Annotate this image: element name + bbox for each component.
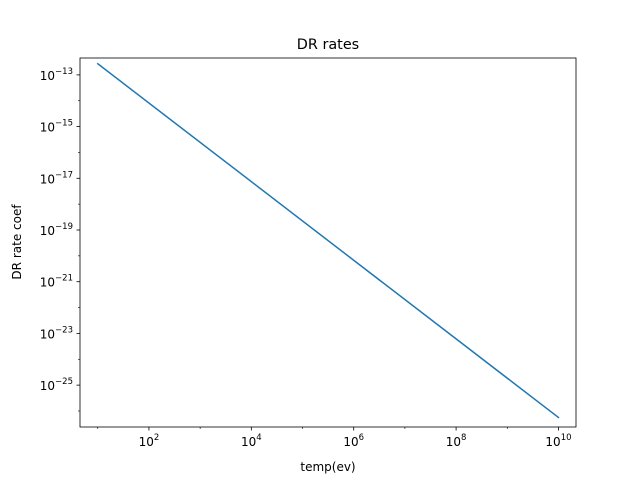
y-axis-label: DR rate coef <box>10 204 24 280</box>
plot-area <box>80 58 576 427</box>
plot-frame <box>79 57 577 428</box>
y-tick-label: 10−13 <box>40 67 73 83</box>
x-axis-ticks: 102 104 106 108 1010 <box>97 427 572 449</box>
y-tick-label: 10−19 <box>40 222 73 238</box>
y-tick-label: 10−17 <box>40 170 73 186</box>
x-tick-label: 102 <box>139 433 160 449</box>
y-tick-label: 10−21 <box>40 274 73 290</box>
x-tick-label: 108 <box>446 433 467 449</box>
x-tick-label: 1010 <box>545 433 571 449</box>
y-tick-label: 10−25 <box>40 377 73 393</box>
series-layer <box>96 62 560 419</box>
chart-title: DR rates <box>297 37 359 53</box>
y-tick-label: 10−23 <box>40 325 73 341</box>
x-tick-label: 106 <box>343 433 364 449</box>
y-axis-ticks: 10−13 10−15 10−17 10−19 10−21 10−23 10−25 <box>40 67 80 412</box>
x-axis-label: temp(ev) <box>300 460 355 474</box>
x-tick-label: 104 <box>241 433 262 449</box>
y-tick-label: 10−15 <box>40 119 73 135</box>
series-line-0 <box>96 62 560 419</box>
